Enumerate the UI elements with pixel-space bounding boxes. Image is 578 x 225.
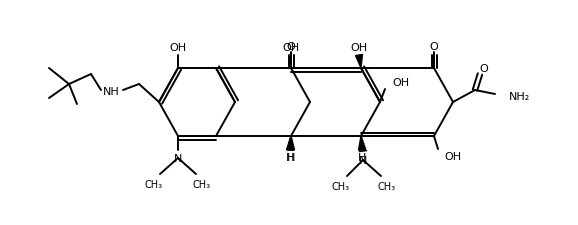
Text: O: O (429, 42, 438, 52)
Text: OH: OH (169, 43, 187, 53)
Text: N: N (174, 153, 182, 163)
Text: N: N (359, 155, 367, 165)
Polygon shape (355, 55, 362, 69)
Text: OH: OH (444, 151, 461, 161)
Text: H: H (358, 152, 366, 162)
Text: OH: OH (350, 43, 368, 53)
Text: O: O (480, 64, 488, 74)
Text: NH: NH (103, 87, 120, 97)
Text: CH₃: CH₃ (193, 179, 211, 189)
Text: H: H (287, 152, 295, 162)
Text: NH₂: NH₂ (509, 92, 530, 101)
Text: O: O (287, 42, 295, 52)
Text: CH₃: CH₃ (332, 181, 350, 191)
Text: OH: OH (283, 43, 299, 53)
Polygon shape (287, 136, 295, 150)
Text: CH₃: CH₃ (378, 181, 396, 191)
Polygon shape (358, 136, 365, 151)
Text: CH₃: CH₃ (145, 179, 163, 189)
Text: OH: OH (392, 78, 409, 88)
Text: H: H (286, 152, 294, 162)
Polygon shape (287, 136, 294, 151)
